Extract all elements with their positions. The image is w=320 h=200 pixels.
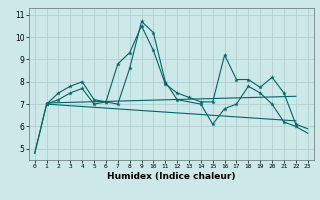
X-axis label: Humidex (Indice chaleur): Humidex (Indice chaleur) (107, 172, 236, 181)
